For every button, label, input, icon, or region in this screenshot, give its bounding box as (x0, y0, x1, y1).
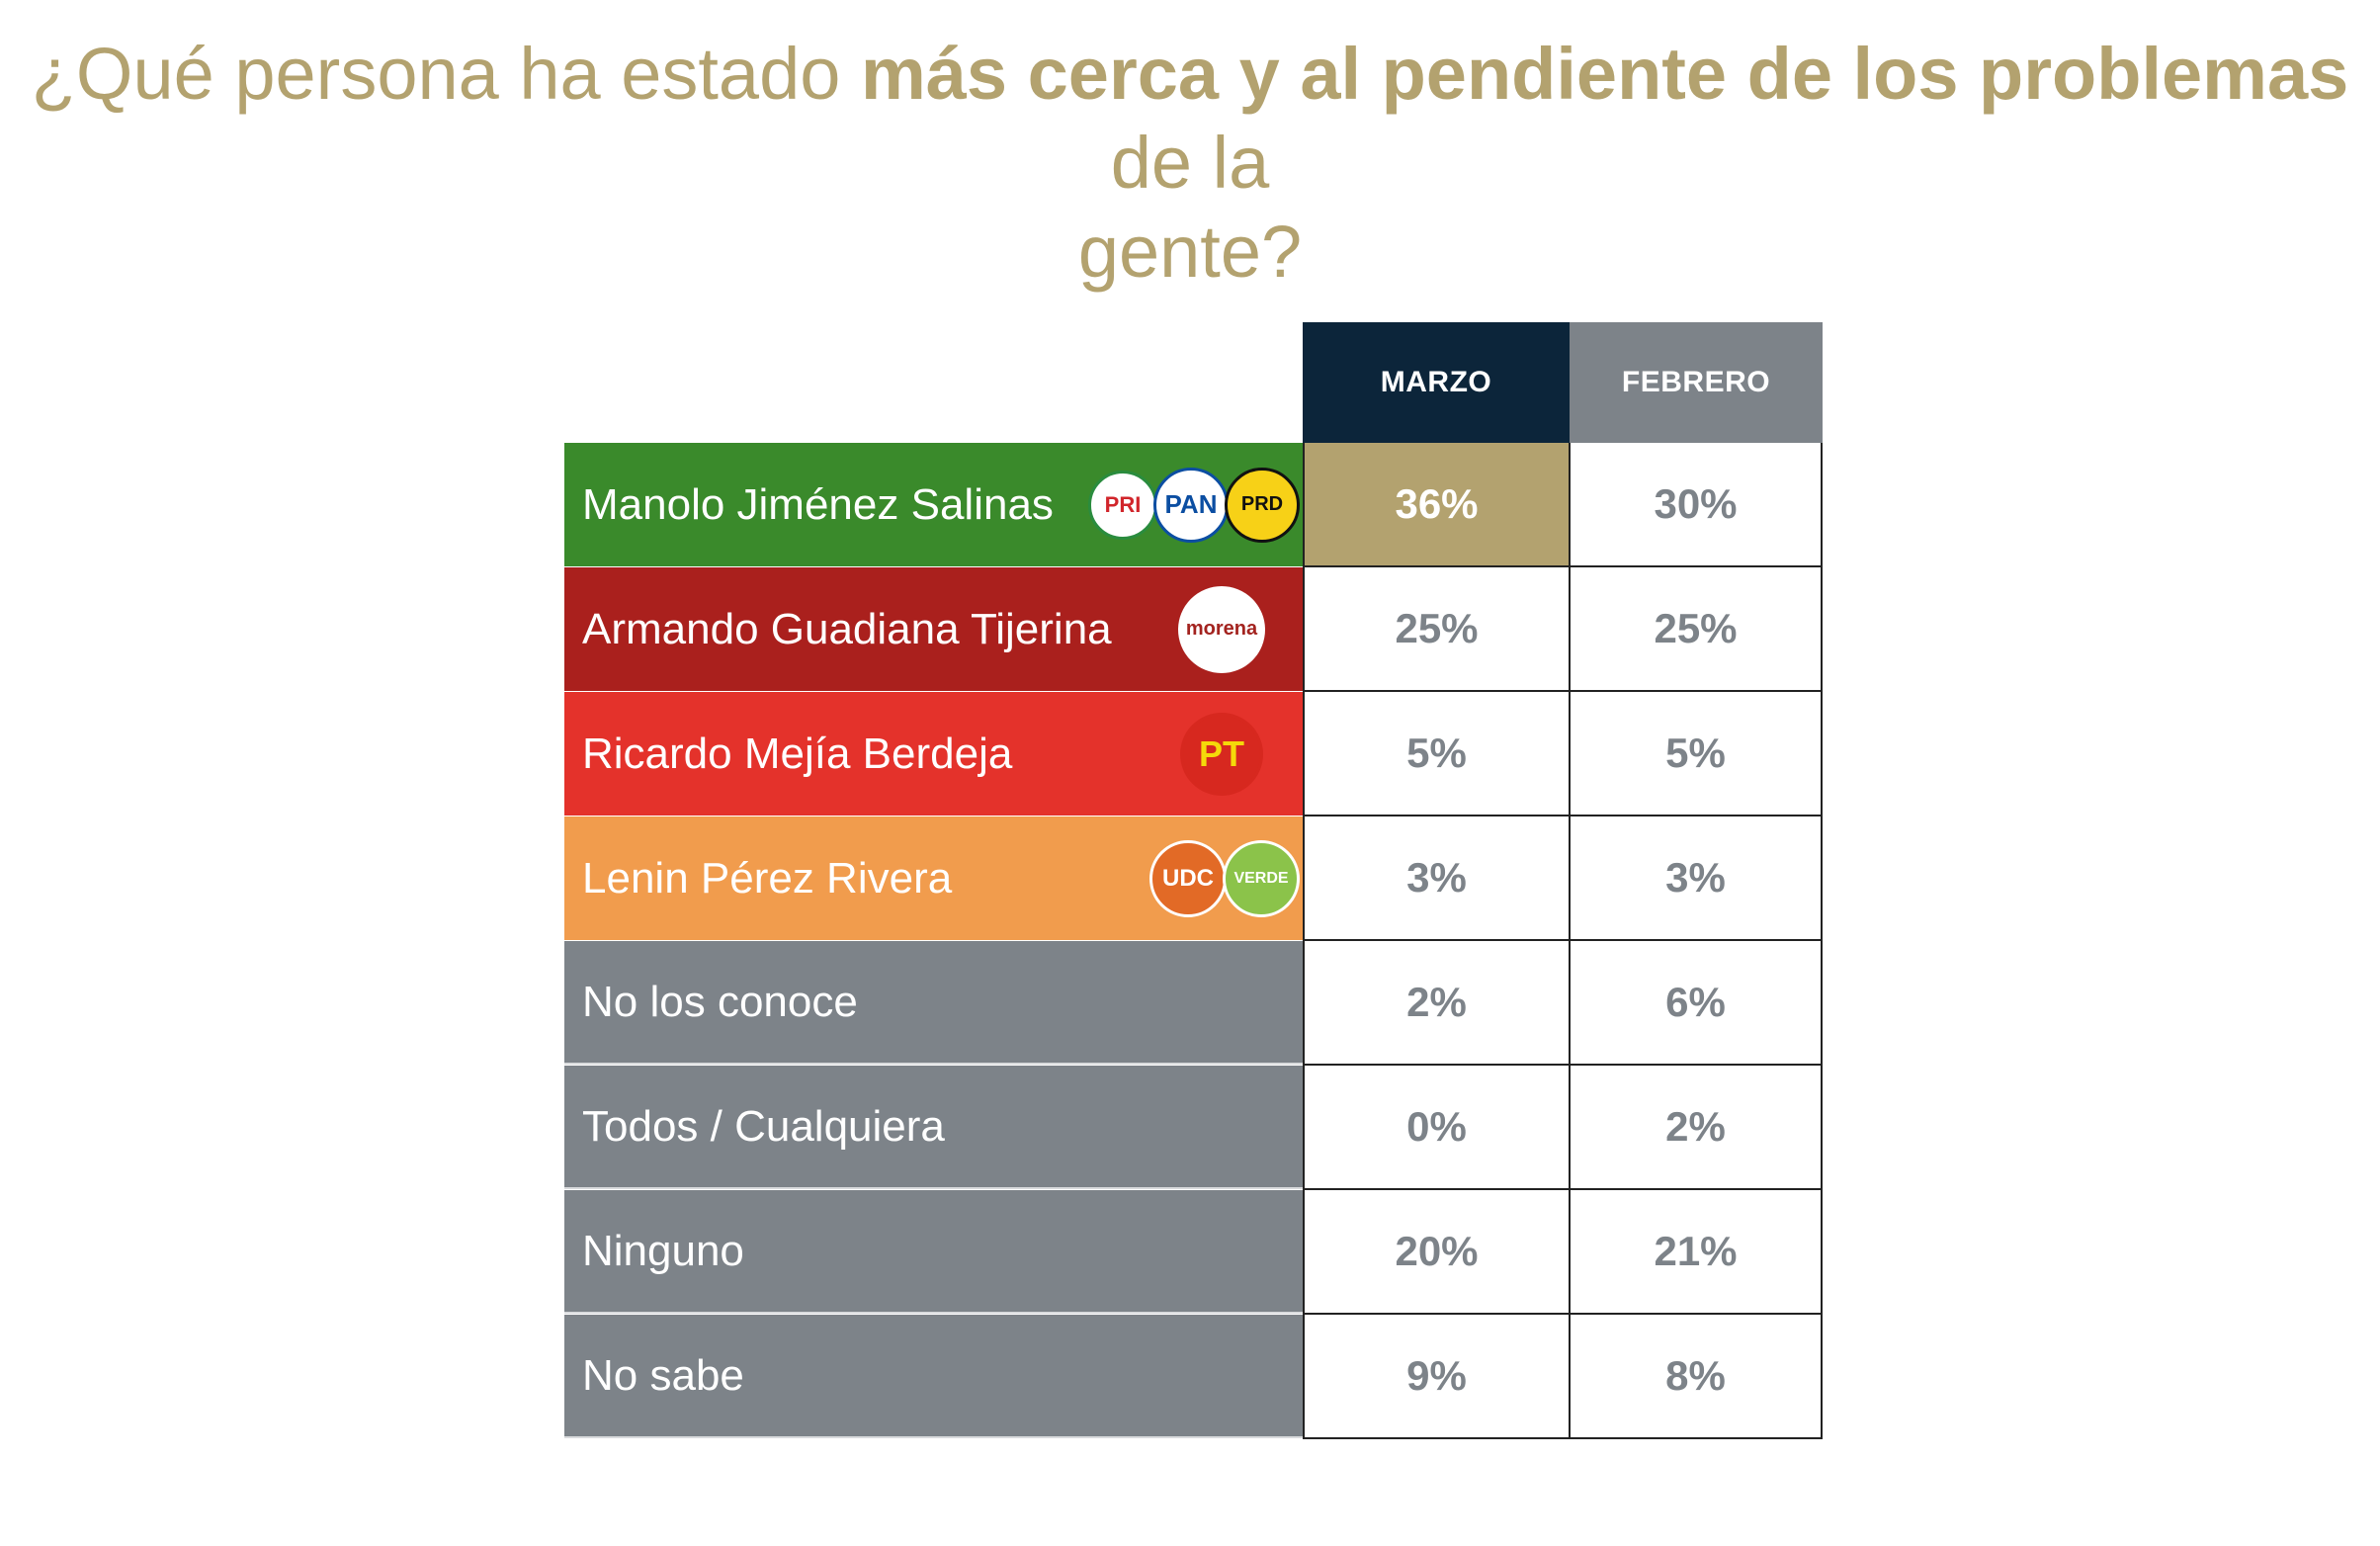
pri-logo-icon: PRI (1088, 470, 1157, 540)
candidate-name: Ninguno (582, 1226, 744, 1275)
column-header-marzo: MARZO (1303, 322, 1570, 443)
row-label: Lenin Pérez Rivera UDC VERDE (564, 816, 1303, 940)
morena-logo-icon: morena (1178, 585, 1265, 673)
candidate-name: Armando Guadiana Tijerina (582, 604, 1112, 653)
table-row: Lenin Pérez Rivera UDC VERDE 3% 3% (564, 816, 1823, 941)
title-bold: más cerca y al pendiente de los problema… (860, 33, 2349, 115)
row-label: No los conoce (564, 941, 1303, 1065)
marzo-value-cell: 0% (1303, 1066, 1571, 1190)
table-row: Armando Guadiana Tijerina morena 25% 25% (564, 567, 1823, 692)
marzo-value-cell: 5% (1303, 692, 1571, 816)
marzo-value-cell: 9% (1303, 1315, 1571, 1439)
febrero-value-cell: 8% (1571, 1315, 1823, 1439)
marzo-value-cell: 36% (1303, 443, 1571, 567)
candidate-name: Manolo Jiménez Salinas (582, 479, 1054, 529)
table-row: Ricardo Mejía Berdeja PT 5% 5% (564, 692, 1823, 816)
febrero-value-cell: 21% (1571, 1190, 1823, 1315)
row-label: Ricardo Mejía Berdeja PT (564, 692, 1303, 816)
febrero-value-cell: 5% (1571, 692, 1823, 816)
column-header-febrero: FEBRERO (1570, 322, 1823, 443)
table-row: No los conoce 2% 6% (564, 941, 1823, 1066)
febrero-value-cell: 25% (1571, 567, 1823, 692)
table-row: Manolo Jiménez Salinas PRI PAN PRD 36% 30% (564, 443, 1823, 567)
row-label: Ninguno (564, 1190, 1303, 1314)
table-row: Todos / Cualquiera 0% 2% (564, 1066, 1823, 1190)
row-label: Armando Guadiana Tijerina morena (564, 567, 1303, 691)
marzo-value-cell: 25% (1303, 567, 1571, 692)
row-label: Manolo Jiménez Salinas PRI PAN PRD (564, 443, 1303, 566)
febrero-value-cell: 3% (1571, 816, 1823, 941)
title-line2: gente? (1077, 211, 1303, 293)
pan-logo-icon: PAN (1153, 467, 1229, 543)
febrero-value-cell: 2% (1571, 1066, 1823, 1190)
febrero-value-cell: 6% (1571, 941, 1823, 1066)
title-part1: ¿Qué persona ha estado (31, 33, 861, 115)
udc-logo-icon: UDC (1149, 839, 1227, 917)
candidate-name: No sabe (582, 1350, 744, 1400)
febrero-value-cell: 30% (1571, 443, 1823, 567)
candidate-name: Lenin Pérez Rivera (582, 853, 953, 902)
row-label: Todos / Cualquiera (564, 1066, 1303, 1189)
marzo-value-cell: 20% (1303, 1190, 1571, 1315)
marzo-value-cell: 3% (1303, 816, 1571, 941)
page-title: ¿Qué persona ha estado más cerca y al pe… (0, 30, 2380, 297)
table-row: Ninguno 20% 21% (564, 1190, 1823, 1315)
candidate-name: No los conoce (582, 977, 858, 1026)
verde-logo-icon: VERDE (1223, 839, 1300, 917)
title-part2: de la (1110, 122, 1270, 204)
prd-logo-icon: PRD (1225, 467, 1300, 543)
candidate-name: Ricardo Mejía Berdeja (582, 729, 1013, 778)
candidate-name: Todos / Cualquiera (582, 1101, 945, 1151)
row-label: No sabe (564, 1315, 1303, 1438)
table-row: No sabe 9% 8% (564, 1315, 1823, 1439)
marzo-value-cell: 2% (1303, 941, 1571, 1066)
pt-logo-icon: PT (1180, 712, 1263, 796)
